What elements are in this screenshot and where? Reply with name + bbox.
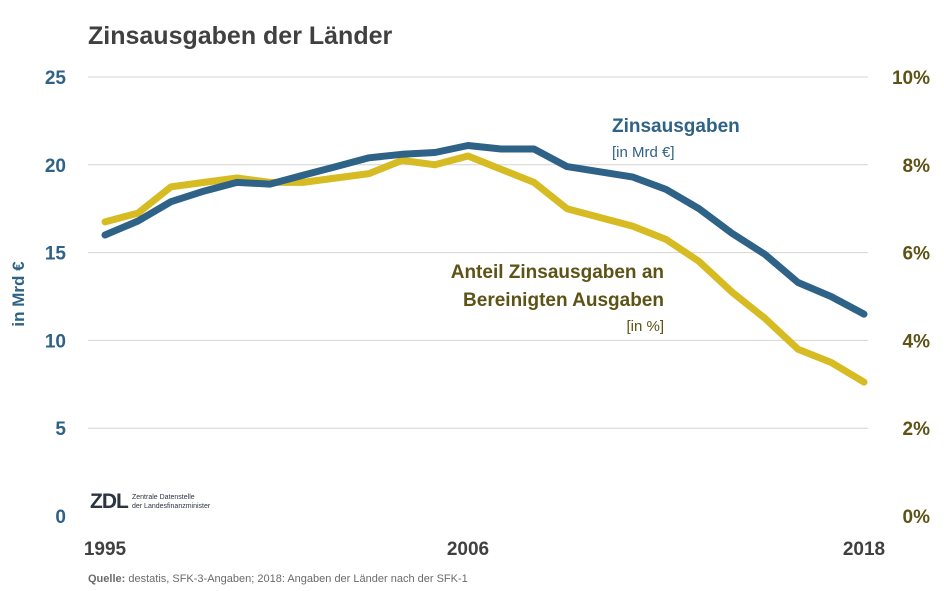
- source-text: destatis, SFK-3-Angaben; 2018: Angaben d…: [125, 573, 467, 585]
- point-zinsausgaben: [630, 174, 636, 180]
- point-zinsausgaben: [663, 186, 669, 192]
- point-anteil: [234, 175, 240, 181]
- x-axis-ticks: 1995 2006 2018: [84, 539, 885, 560]
- point-anteil: [597, 214, 603, 220]
- point-anteil: [498, 166, 504, 172]
- point-zinsausgaben: [531, 146, 537, 152]
- x-tick-label: 1995: [84, 539, 127, 560]
- point-anteil: [663, 236, 669, 242]
- point-zinsausgaben: [828, 294, 834, 300]
- y-left-tick-label: 15: [45, 244, 67, 265]
- point-zinsausgaben: [498, 146, 504, 152]
- zdl-logo: ZDL Zentrale Datenstelle der Landesfinan…: [90, 490, 211, 513]
- point-zinsausgaben: [168, 199, 174, 205]
- y-left-tick-label: 25: [45, 68, 67, 89]
- label-zinsausgaben-unit: [in Mrd €]: [612, 144, 675, 161]
- y-left-tick-label: 0: [55, 507, 66, 528]
- zdl-logo-line2: der Landesfinanzminister: [132, 503, 211, 510]
- point-anteil: [135, 210, 141, 216]
- point-anteil: [762, 315, 768, 321]
- x-tick-label: 2018: [843, 539, 885, 560]
- point-zinsausgaben: [795, 279, 801, 285]
- point-anteil: [201, 179, 207, 185]
- point-zinsausgaben: [399, 151, 405, 157]
- right-axis-ticks: 0% 2% 4% 6% 8% 10%: [892, 68, 930, 528]
- series-line-anteil: [101, 152, 868, 386]
- y-right-tick-label: 8%: [903, 156, 931, 177]
- point-zinsausgaben: [762, 251, 768, 257]
- source-label: Quelle:: [88, 573, 125, 585]
- point-zinsausgaben: [366, 155, 372, 161]
- point-zinsausgaben: [465, 142, 471, 148]
- y-left-tick-label: 20: [45, 156, 66, 177]
- source-note: Quelle: destatis, SFK-3-Angaben; 2018: A…: [88, 573, 468, 585]
- y-right-tick-label: 6%: [903, 244, 931, 265]
- series-line-zinsausgaben: [101, 142, 868, 318]
- point-anteil: [267, 179, 273, 185]
- y-right-tick-label: 0%: [903, 507, 931, 528]
- point-zinsausgaben: [135, 218, 141, 224]
- chart-title: Zinsausgaben der Länder: [88, 22, 393, 50]
- point-anteil: [399, 157, 405, 163]
- point-anteil: [102, 219, 108, 225]
- point-zinsausgaben: [564, 164, 570, 170]
- gridlines: [88, 76, 868, 429]
- y-right-tick-label: 2%: [903, 419, 931, 440]
- point-anteil: [366, 171, 372, 177]
- label-anteil-line2: Bereinigten Ausgaben: [463, 290, 664, 311]
- label-zinsausgaben: Zinsausgaben: [612, 116, 740, 137]
- point-zinsausgaben: [300, 172, 306, 178]
- y-left-tick-label: 10: [45, 331, 66, 352]
- point-anteil: [630, 223, 636, 229]
- y-left-tick-label: 5: [55, 419, 66, 440]
- point-anteil: [795, 346, 801, 352]
- point-anteil: [729, 289, 735, 295]
- point-anteil: [696, 258, 702, 264]
- point-anteil: [531, 179, 537, 185]
- left-axis-ticks: 0 5 10 15 20 25: [45, 68, 67, 528]
- label-anteil-unit: [in %]: [626, 318, 664, 335]
- point-zinsausgaben: [333, 164, 339, 170]
- point-anteil: [564, 206, 570, 212]
- point-anteil: [861, 379, 867, 385]
- point-zinsausgaben: [861, 311, 867, 317]
- point-zinsausgaben: [729, 230, 735, 236]
- point-zinsausgaben: [597, 169, 603, 175]
- point-zinsausgaben: [201, 188, 207, 194]
- point-anteil: [333, 175, 339, 181]
- point-anteil: [168, 184, 174, 190]
- point-anteil: [300, 179, 306, 185]
- y-right-tick-label: 4%: [903, 331, 931, 352]
- y-right-tick-label: 10%: [892, 68, 930, 89]
- label-anteil-line1: Anteil Zinsausgaben an: [451, 262, 664, 283]
- point-zinsausgaben: [102, 232, 108, 238]
- x-tick-label: 2006: [447, 539, 489, 560]
- point-anteil: [432, 162, 438, 168]
- point-zinsausgaben: [432, 150, 438, 156]
- point-zinsausgaben: [696, 206, 702, 212]
- point-anteil: [465, 153, 471, 159]
- point-anteil: [828, 359, 834, 365]
- y-axis-label: in Mrd €: [9, 261, 28, 327]
- zdl-logo-mark: ZDL: [90, 490, 129, 513]
- zdl-logo-line1: Zentrale Datenstelle: [132, 494, 195, 501]
